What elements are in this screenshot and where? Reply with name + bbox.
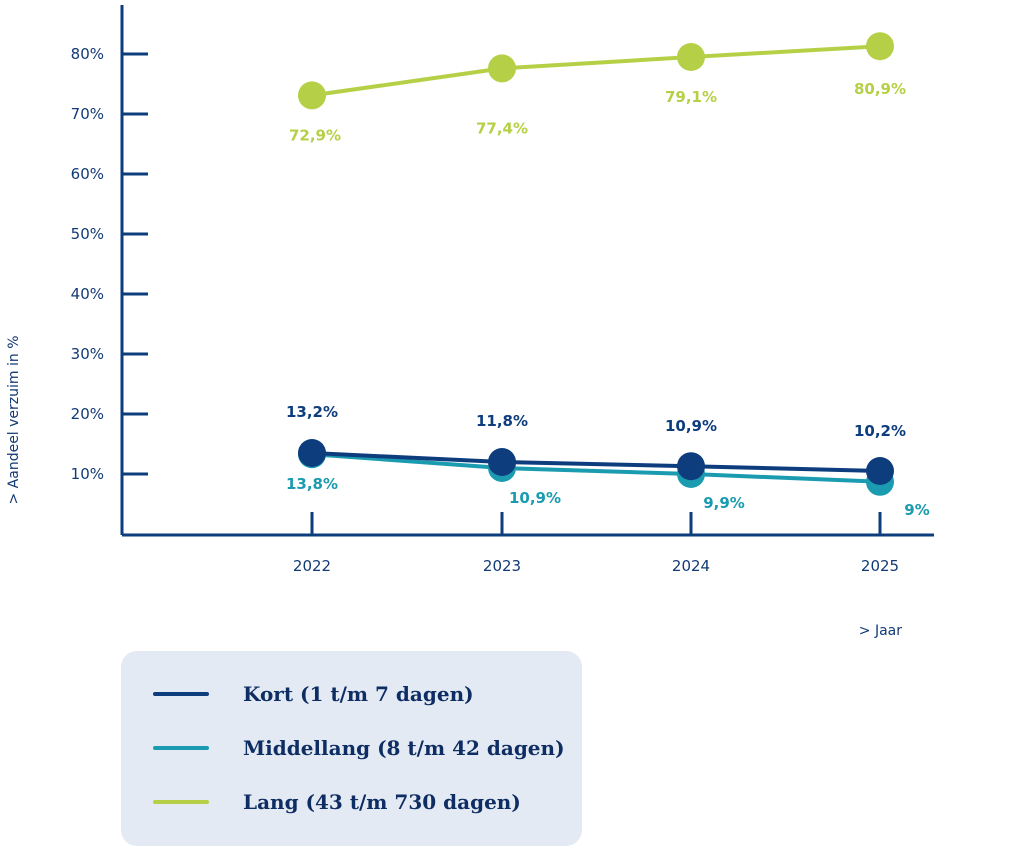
chart-axes: 10% 20% 30% 40% 50% 60% 70% 80% 2022 2023 2024 2025 bbox=[71, 5, 934, 575]
chart-data-labels: 13,2% 11,8% 10,9% 10,2% 13,8% 10,9% 9,9% 9% 72,9… bbox=[286, 80, 930, 519]
legend-item-middellang: Middellang (8 t/m 42 dagen) bbox=[153, 733, 565, 763]
y-tick-label: 80% bbox=[71, 45, 104, 63]
series-point bbox=[677, 452, 705, 481]
series-point bbox=[866, 32, 894, 61]
y-tick-label: 10% bbox=[71, 465, 104, 483]
series-point bbox=[677, 43, 705, 71]
legend-label-middellang: Middellang (8 t/m 42 dagen) bbox=[243, 736, 565, 760]
series-point bbox=[298, 439, 326, 467]
legend-item-kort: Kort (1 t/m 7 dagen) bbox=[153, 679, 474, 709]
legend-swatch-kort bbox=[153, 692, 209, 696]
series-point bbox=[488, 448, 516, 476]
data-label: 10,9% bbox=[509, 489, 561, 507]
series-0 bbox=[298, 439, 894, 485]
data-label: 10,9% bbox=[665, 417, 717, 435]
x-tick-label: 2023 bbox=[483, 557, 521, 575]
legend-label-kort: Kort (1 t/m 7 dagen) bbox=[243, 682, 474, 706]
legend-label-lang: Lang (43 t/m 730 dagen) bbox=[243, 790, 521, 814]
series-point bbox=[488, 54, 516, 83]
x-axis-title: > Jaar bbox=[859, 623, 902, 639]
data-label: 11,8% bbox=[476, 412, 528, 430]
legend-swatch-lang bbox=[153, 800, 209, 804]
x-tick-label: 2025 bbox=[861, 557, 899, 575]
y-tick-label: 20% bbox=[71, 405, 104, 423]
y-tick-label: 30% bbox=[71, 345, 104, 363]
series-2 bbox=[298, 32, 894, 110]
data-label: 13,2% bbox=[286, 403, 338, 421]
x-tick-label: 2022 bbox=[293, 557, 331, 575]
chart-legend: Kort (1 t/m 7 dagen) Middellang (8 t/m 4… bbox=[121, 651, 582, 846]
y-tick-label: 40% bbox=[71, 285, 104, 303]
data-label: 77,4% bbox=[476, 119, 528, 137]
legend-item-lang: Lang (43 t/m 730 dagen) bbox=[153, 787, 521, 817]
data-label: 9,9% bbox=[703, 494, 745, 512]
data-label: 13,8% bbox=[286, 475, 338, 493]
legend-swatch-middellang bbox=[153, 746, 209, 750]
y-tick-label: 50% bbox=[71, 225, 104, 243]
series-line bbox=[310, 44, 882, 98]
data-label: 9% bbox=[904, 501, 929, 519]
y-tick-label: 60% bbox=[71, 165, 104, 183]
y-axis-title: > Aandeel verzuim in % bbox=[6, 335, 22, 504]
series-point bbox=[298, 81, 326, 110]
line-chart: 10% 20% 30% 40% 50% 60% 70% 80% 2022 2023 2024 2025… bbox=[6, 5, 934, 639]
data-label: 10,2% bbox=[854, 422, 906, 440]
data-label: 80,9% bbox=[854, 80, 906, 98]
chart-series bbox=[298, 32, 894, 496]
series-line bbox=[310, 451, 882, 473]
series-point bbox=[866, 457, 894, 485]
y-tick-label: 70% bbox=[71, 105, 104, 123]
data-label: 72,9% bbox=[289, 126, 341, 144]
x-tick-label: 2024 bbox=[672, 557, 710, 575]
data-label: 79,1% bbox=[665, 88, 717, 106]
series-line bbox=[310, 452, 882, 484]
